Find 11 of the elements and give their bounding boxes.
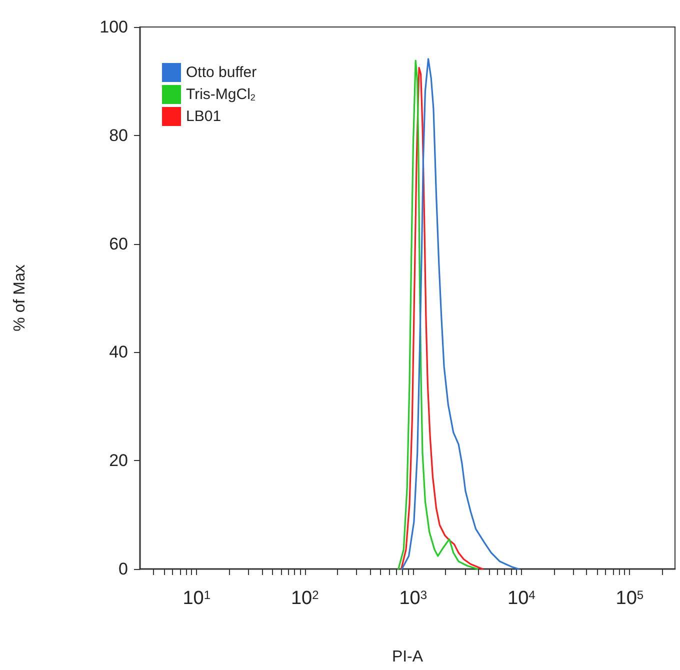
y-tick-label: 0 <box>118 560 128 578</box>
y-axis-title: % of Max <box>12 264 28 332</box>
x-axis-title: PI-A <box>392 648 424 666</box>
legend-label: Otto buffer <box>186 64 257 81</box>
y-tick-label: 20 <box>109 451 128 470</box>
legend-label: Tris-MgCl2 <box>186 86 256 103</box>
legend-label: LB01 <box>186 108 222 125</box>
y-tick-label: 60 <box>109 234 128 254</box>
y-tick-label: 80 <box>109 126 128 145</box>
y-tick-label: 100 <box>100 18 128 36</box>
y-tick-label: 40 <box>109 342 128 362</box>
